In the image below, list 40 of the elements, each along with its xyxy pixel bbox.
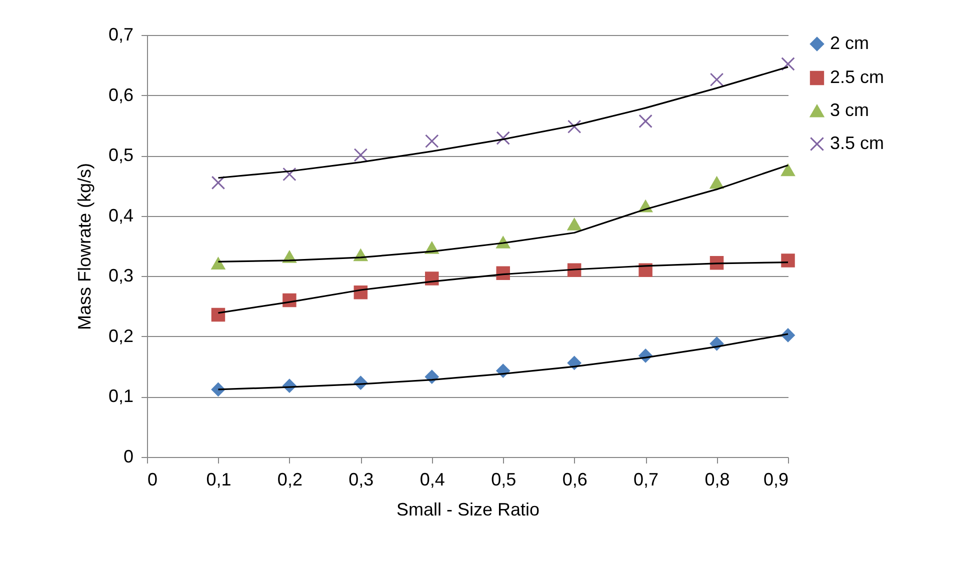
x-tick-label: 0,1 (206, 470, 232, 490)
y-tick-label: 0,3 (108, 266, 134, 286)
y-tick-label: 0,5 (108, 145, 134, 166)
point (211, 257, 226, 270)
y-tick-label: 0,6 (108, 84, 134, 105)
point (781, 254, 795, 268)
legend-label: 2.5 cm (830, 67, 884, 87)
legend-label: 3.5 cm (830, 133, 884, 153)
x-tick-label: 0,9 (763, 470, 788, 490)
legend-label: 3 cm (830, 100, 870, 120)
point (425, 134, 439, 148)
x-tick-label: 0,2 (277, 470, 302, 490)
point (354, 148, 368, 162)
x-tick-label: 0,5 (491, 470, 516, 490)
x-tick-label: 0,3 (348, 470, 374, 490)
x-tick-label: 0,8 (704, 470, 730, 490)
point (211, 308, 226, 322)
point (211, 176, 226, 190)
point (567, 218, 582, 230)
x-tick-label: 0,6 (562, 470, 588, 490)
point (710, 176, 724, 189)
y-tick-label: 0,1 (108, 386, 134, 406)
legend-label: 2 cm (830, 33, 870, 53)
point (496, 131, 510, 145)
x-tick-label: 0,4 (420, 470, 445, 490)
point (567, 120, 582, 134)
line-series (217, 66, 789, 179)
x-axis-title: Small - Size Ratio (396, 500, 540, 520)
y-tick-label: 0,7 (108, 24, 134, 44)
point (638, 114, 652, 128)
y-tick-label: 0 (123, 446, 134, 466)
y-tick-label: 0,4 (108, 205, 134, 226)
x-tick-label: 0 (148, 470, 158, 490)
y-axis-title: Mass Flowrate (kg/s) (74, 162, 94, 330)
x-tick-label: 0,7 (634, 470, 659, 490)
point (781, 164, 795, 176)
y-tick-label: 0,2 (108, 326, 134, 346)
point (781, 57, 795, 71)
point (282, 167, 296, 182)
point (710, 72, 724, 86)
